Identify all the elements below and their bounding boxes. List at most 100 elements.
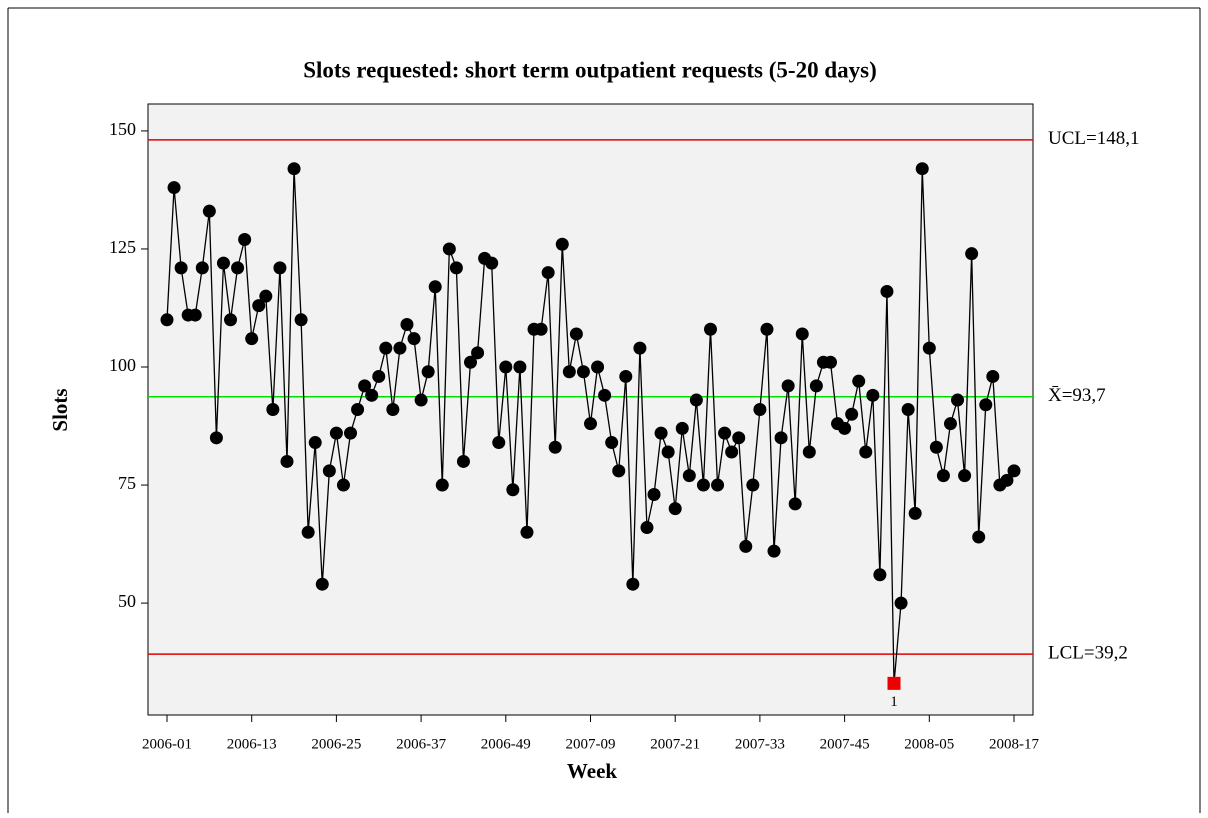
data-point	[802, 445, 816, 459]
data-point	[929, 440, 943, 454]
data-point	[555, 237, 569, 251]
data-point	[591, 360, 605, 374]
data-point	[216, 256, 230, 270]
data-point	[273, 261, 287, 275]
data-point	[746, 478, 760, 492]
data-point	[428, 280, 442, 294]
data-point	[414, 393, 428, 407]
data-point	[845, 407, 859, 421]
data-point	[823, 355, 837, 369]
data-point	[372, 369, 386, 383]
data-point	[393, 341, 407, 355]
data-point	[647, 487, 661, 501]
data-point	[407, 332, 421, 346]
data-point	[534, 322, 548, 336]
data-point	[739, 539, 753, 553]
data-point	[569, 327, 583, 341]
data-point	[1007, 464, 1021, 478]
data-point	[852, 374, 866, 388]
data-point	[965, 247, 979, 261]
y-tick-label: 150	[109, 119, 136, 139]
control-label: X̄=93,7	[1048, 385, 1106, 406]
data-point	[315, 577, 329, 591]
data-point	[294, 313, 308, 327]
data-point	[753, 403, 767, 416]
x-tick-label: 2006-25	[311, 736, 361, 752]
data-point	[259, 289, 273, 303]
chart-title: Slots requested: short term outpatient r…	[303, 57, 876, 82]
data-point	[795, 327, 809, 341]
data-point	[562, 365, 576, 379]
data-point	[435, 478, 449, 492]
data-point	[442, 242, 456, 256]
data-point	[301, 525, 315, 539]
data-point	[379, 341, 393, 355]
data-point	[696, 478, 710, 492]
data-point	[633, 341, 647, 355]
data-point	[202, 204, 216, 218]
data-point	[485, 256, 499, 270]
data-point	[336, 478, 350, 492]
data-point	[541, 266, 555, 280]
data-point	[598, 388, 612, 402]
data-point	[605, 436, 619, 450]
data-point	[576, 365, 590, 379]
data-point	[329, 426, 343, 440]
x-tick-label: 2007-21	[650, 736, 700, 752]
data-point	[266, 403, 280, 416]
data-point	[224, 313, 238, 327]
data-point	[188, 308, 202, 322]
data-point	[859, 445, 873, 459]
data-point	[464, 355, 478, 369]
data-point	[668, 502, 682, 516]
y-tick-label: 75	[118, 473, 136, 493]
x-tick-label: 2006-13	[227, 736, 277, 752]
plot-area	[147, 103, 1034, 716]
data-point	[1000, 473, 1014, 487]
data-point	[351, 403, 365, 416]
data-point	[471, 346, 485, 360]
data-point	[866, 388, 880, 402]
control-label: UCL=148,1	[1048, 128, 1139, 149]
y-axis-label: Slots	[48, 388, 72, 431]
data-point	[548, 440, 562, 454]
data-point	[943, 417, 957, 431]
data-point	[231, 261, 245, 275]
x-tick-label: 2006-37	[396, 736, 446, 752]
data-point	[322, 464, 336, 478]
y-tick-label: 50	[118, 591, 136, 611]
flag-label: 1	[890, 694, 898, 710]
data-point	[209, 431, 223, 445]
data-point	[767, 544, 781, 558]
data-point	[626, 577, 640, 591]
control-label: LCL=39,2	[1048, 642, 1128, 663]
data-point	[915, 162, 929, 176]
data-point	[958, 469, 972, 483]
data-point	[972, 530, 986, 544]
flagged-point	[887, 676, 901, 690]
data-point	[908, 506, 922, 520]
data-point	[979, 398, 993, 412]
data-point	[661, 445, 675, 459]
data-point	[344, 426, 358, 440]
data-point	[174, 261, 188, 275]
data-point	[238, 233, 252, 247]
y-tick-label: 125	[109, 237, 136, 257]
data-point	[986, 369, 1000, 383]
data-point	[640, 521, 654, 535]
data-point	[308, 436, 322, 450]
x-tick-label: 2006-49	[481, 736, 531, 752]
data-point	[880, 284, 894, 298]
data-point	[386, 403, 400, 416]
data-point	[654, 426, 668, 440]
data-point	[703, 322, 717, 336]
data-point	[809, 379, 823, 393]
data-point	[619, 369, 633, 383]
data-point	[760, 322, 774, 336]
data-point	[492, 436, 506, 450]
data-point	[358, 379, 372, 393]
data-point	[520, 525, 534, 539]
data-point	[365, 388, 379, 402]
data-point	[449, 261, 463, 275]
data-point	[675, 421, 689, 435]
